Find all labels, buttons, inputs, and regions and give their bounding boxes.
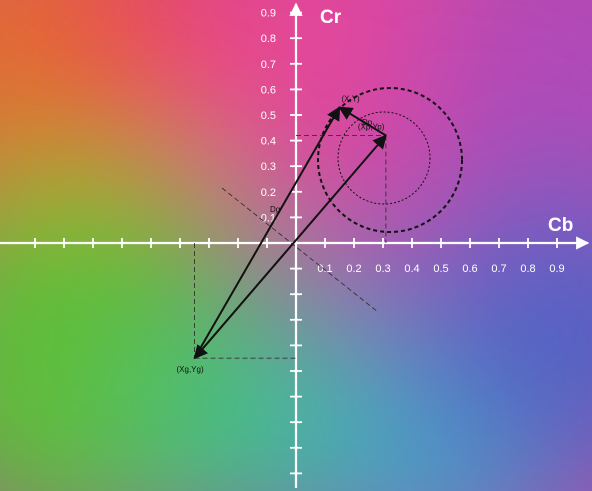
cr-tick-label: 0.2 — [261, 187, 276, 199]
point-label-xgyg: (Xg,Yg) — [177, 365, 204, 374]
cr-tick-label: 0.6 — [261, 84, 276, 96]
vector-xy-to-xp — [338, 106, 387, 137]
cb-axis-title: Cb — [548, 215, 573, 236]
cr-tick-label: 0.9 — [261, 8, 276, 20]
cb-tick-label: 0.3 — [375, 263, 390, 275]
cb-tick-label: 0.2 — [346, 263, 361, 275]
cr-axis-title: Cr — [320, 7, 342, 28]
cr-tick-label: 0.4 — [261, 136, 276, 148]
cr-tick-label: 0.7 — [261, 59, 276, 71]
cr-tick-label: 0.3 — [261, 161, 276, 173]
cb-tick-label: 0.1 — [317, 263, 332, 275]
cr-tick-label: 0.5 — [261, 110, 276, 122]
cb-tick-label: 0.5 — [433, 263, 448, 275]
cb-tick-label: 0.8 — [520, 263, 535, 275]
cr-tick-label: 0.8 — [261, 33, 276, 45]
cb-tick-label: 0.6 — [462, 263, 477, 275]
cb-tick-label: 0.4 — [404, 263, 419, 275]
point-label-xy: (X,Y) — [342, 94, 361, 103]
vectors — [193, 106, 387, 360]
vector-xg-to-xp — [193, 134, 387, 360]
distance-label-dg: Dg — [270, 205, 280, 214]
cb-tick-label: 0.7 — [491, 263, 506, 275]
point-label-xpyp: (Xp,Yp) — [358, 122, 385, 131]
cb-tick-label: 0.9 — [549, 263, 564, 275]
distance-label-dp: Dp — [362, 118, 373, 127]
